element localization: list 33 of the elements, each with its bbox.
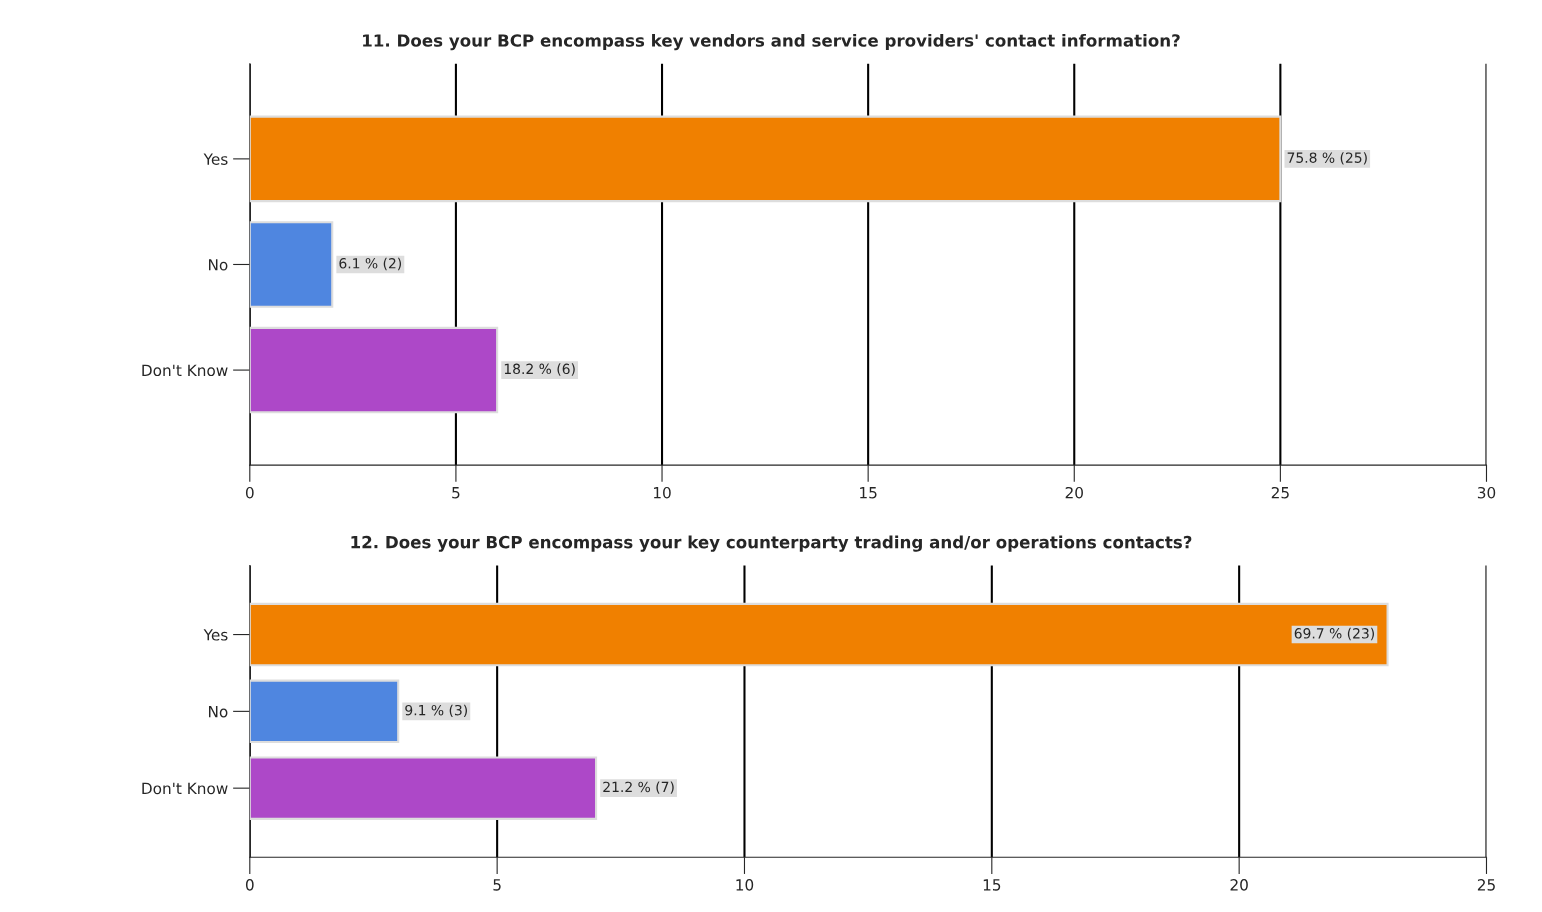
bar [249,326,499,414]
y-tick-label: No [209,706,228,718]
x-tick-label: 15 [860,487,877,499]
bar [249,602,1389,667]
bar [249,221,334,308]
chart-title: 11. Does your BCP encompass key vendors and service providers' contact information? [363,33,1180,51]
x-tick-label: 10 [653,486,671,499]
bar [249,115,1282,203]
bar [249,679,400,744]
x-tick-label: 20 [1065,486,1083,499]
y-tick-label: Yes [203,629,228,641]
data-label: 18.2 % (6) [504,363,575,376]
x-tick-label: 5 [452,487,460,499]
x-tick-label: 15 [983,879,1001,891]
y-tick-label: Don't Know [142,782,228,795]
chart-title: 12. Does your BCP encompass your key counterparty trading and/or operations contacts? [351,535,1192,552]
x-tick-label: 5 [493,879,501,891]
data-label: 69.7 % (23) [1294,627,1374,641]
x-tick-label: 20 [1230,879,1248,891]
data-label: 9.1 % (3) [405,704,467,718]
x-tick-label: 10 [736,879,754,891]
x-tick-label: 0 [245,486,254,499]
x-tick-label: 25 [1477,879,1495,891]
x-tick-label: 30 [1477,486,1496,499]
bar [249,756,598,820]
data-label: 75.8 % (25) [1287,152,1367,165]
data-label: 21.2 % (7) [603,781,674,794]
y-tick-label: No [209,259,228,271]
x-tick-label: 25 [1271,486,1289,499]
x-tick-label: 0 [245,879,254,891]
y-tick-label: Don't Know [142,364,228,377]
y-tick-label: Yes [203,153,228,165]
data-label: 6.1 % (2) [339,257,402,271]
